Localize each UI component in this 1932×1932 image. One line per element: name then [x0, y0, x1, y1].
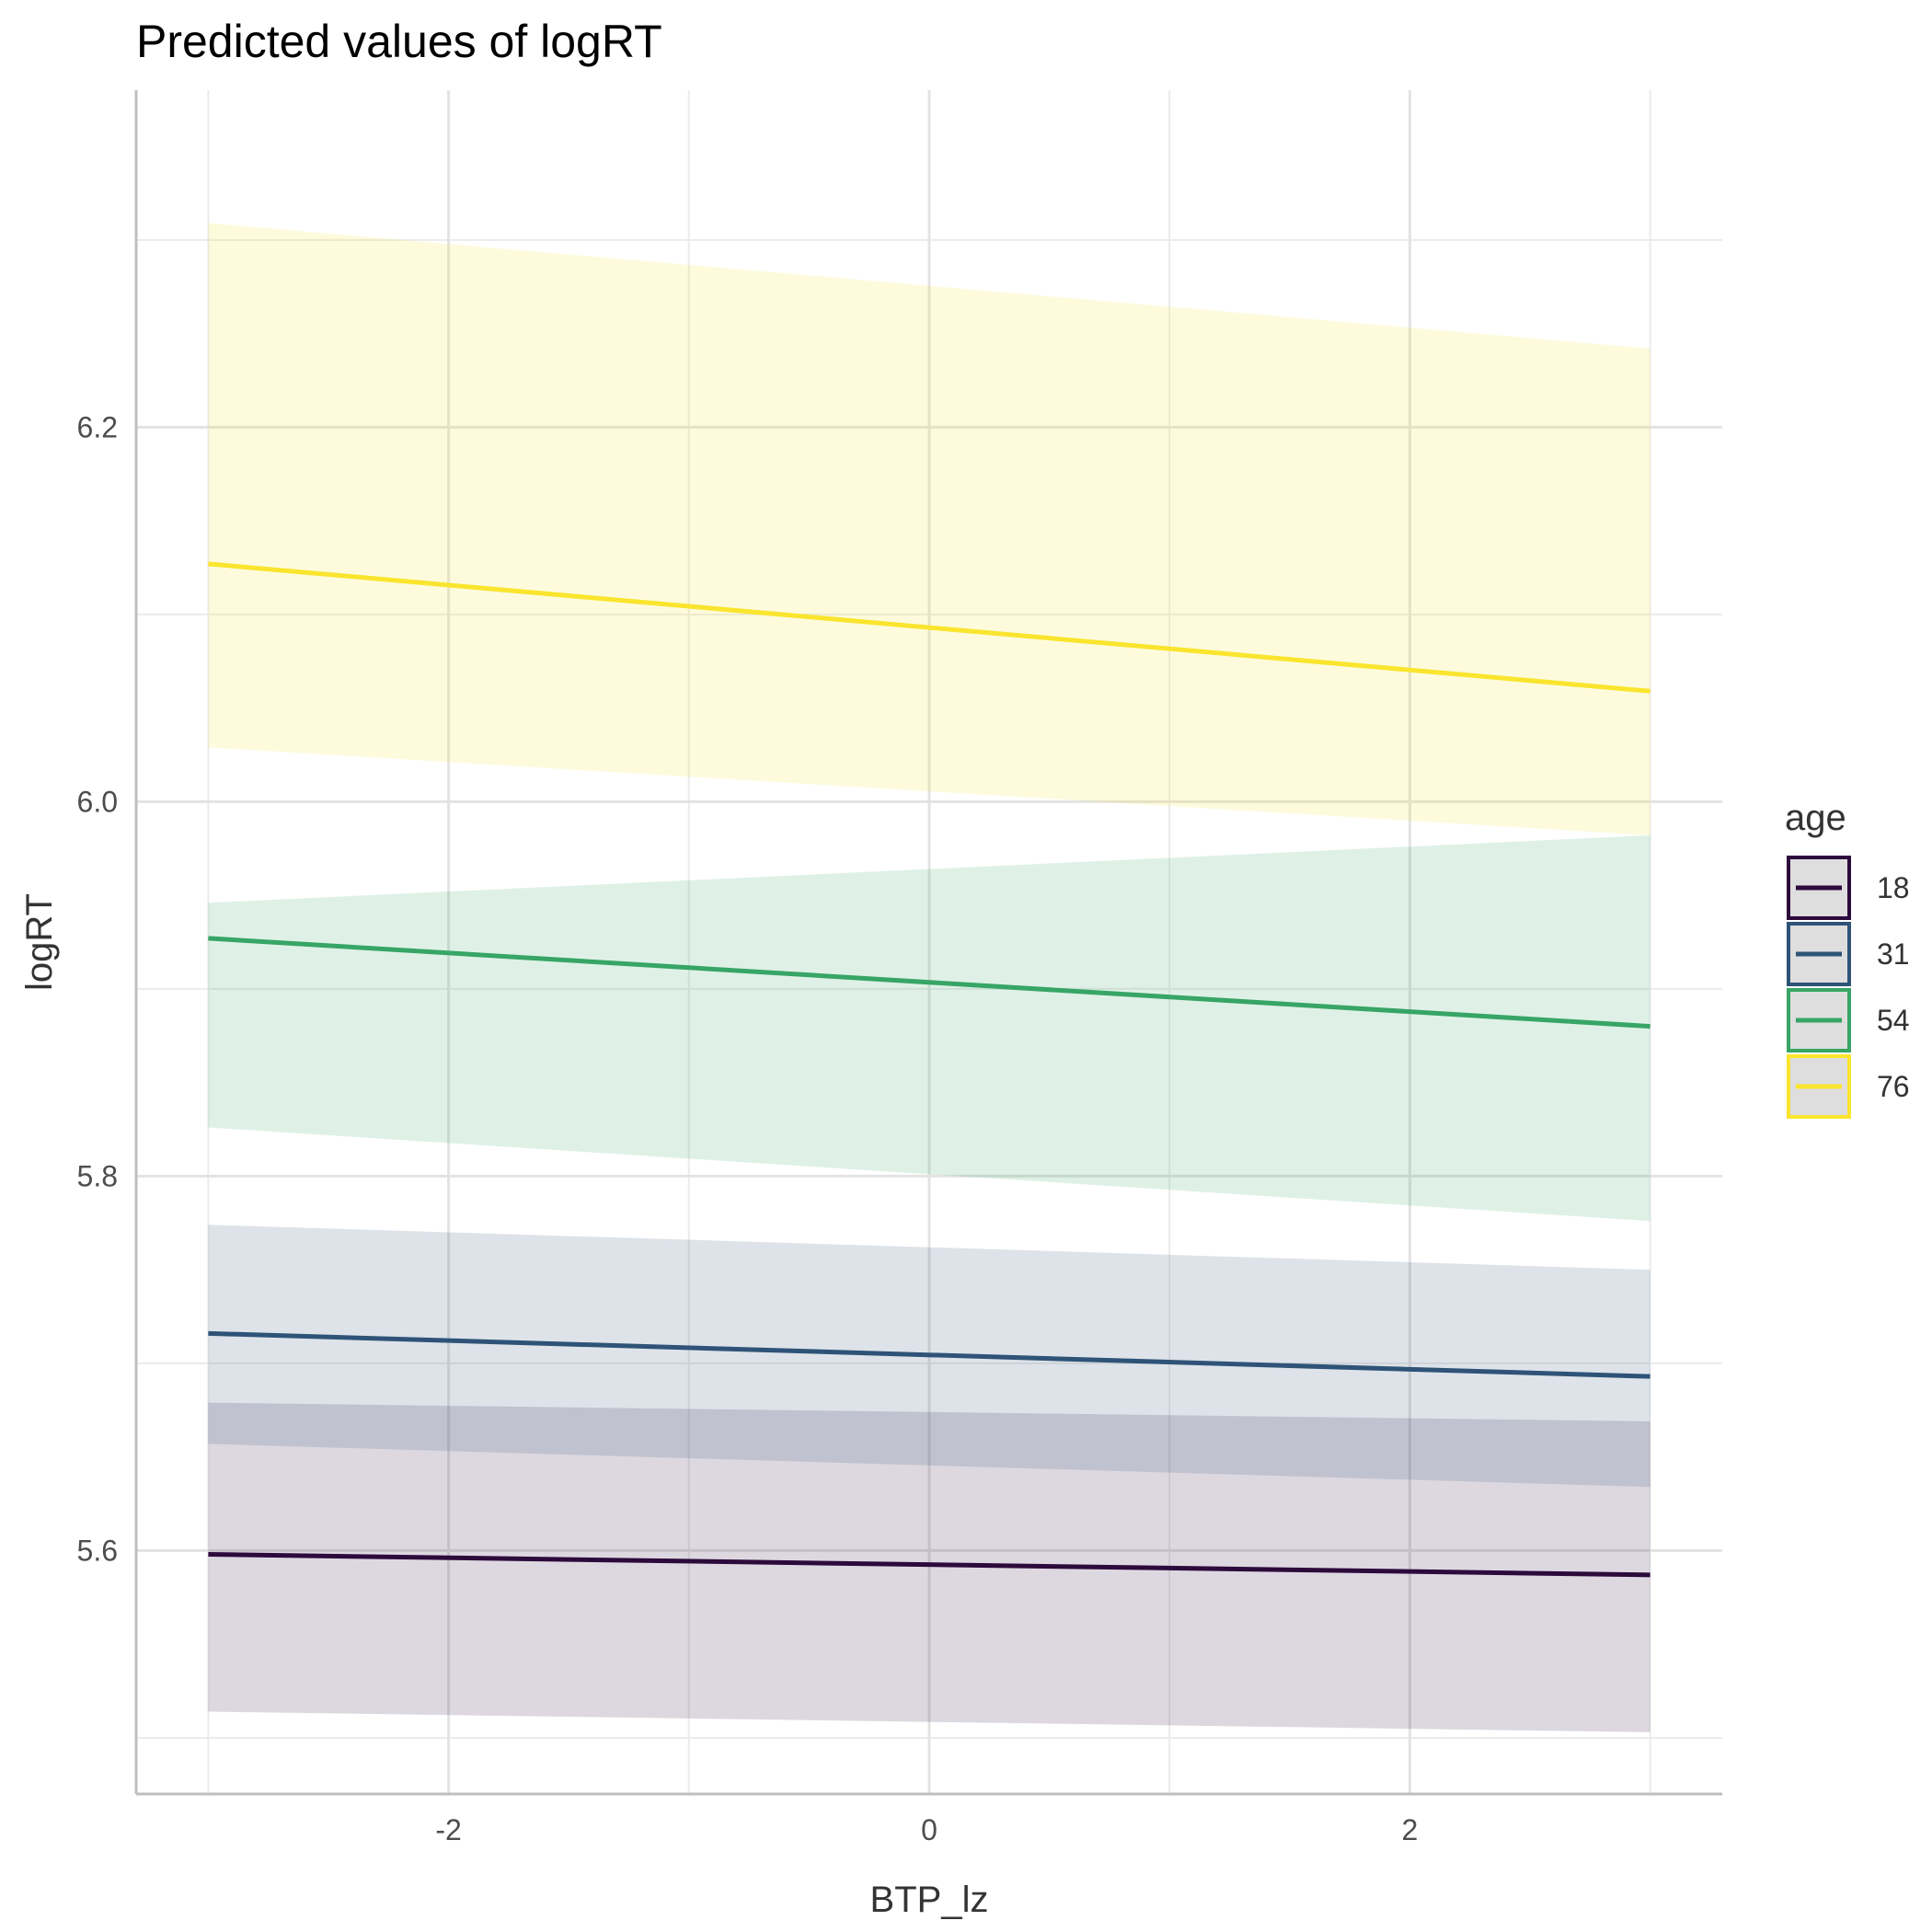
line-age-31 — [208, 1330, 1650, 1379]
series-lines — [208, 561, 1650, 1578]
x-tick-label: 2 — [1402, 1813, 1419, 1846]
legend-title: age — [1785, 798, 1846, 838]
y-tick-label: 5.8 — [77, 1159, 118, 1192]
line-age-76 — [208, 561, 1650, 694]
ribbon-age-76 — [208, 223, 1650, 835]
major-gridlines — [136, 90, 1722, 1794]
x-axis-title: BTP_lz — [870, 1880, 989, 1920]
line-age-18 — [208, 1551, 1650, 1578]
x-tick-label: -2 — [435, 1813, 461, 1846]
ribbon-age-18 — [208, 1402, 1650, 1732]
legend-label-31: 31 — [1877, 937, 1910, 971]
y-tick-label: 6.2 — [77, 410, 118, 443]
chart-title: Predicted values of logRT — [136, 16, 662, 67]
legend: age 18 31 54 76 — [1785, 798, 1910, 1119]
legend-label-76: 76 — [1877, 1070, 1910, 1103]
legend-label-54: 54 — [1877, 1004, 1910, 1037]
y-tick-label: 6.0 — [77, 785, 118, 818]
y-tick-labels: 5.6 5.8 6.0 6.2 — [77, 410, 118, 1567]
y-axis-title: logRT — [19, 893, 60, 991]
ribbon-age-54 — [208, 834, 1650, 1222]
x-tick-labels: -2 0 2 — [435, 1813, 1418, 1846]
confidence-ribbons — [208, 223, 1650, 1732]
legend-label-18: 18 — [1877, 871, 1910, 904]
x-tick-label: 0 — [921, 1813, 937, 1846]
y-tick-label: 5.6 — [77, 1534, 118, 1567]
line-age-54 — [208, 936, 1650, 1029]
